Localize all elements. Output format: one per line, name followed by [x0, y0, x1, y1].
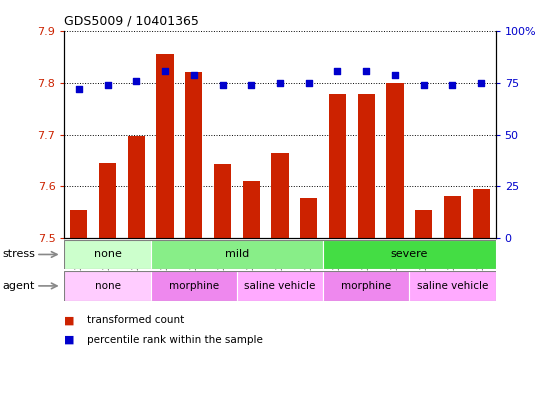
Bar: [237, 271, 323, 301]
Bar: [64, 240, 151, 269]
Text: morphine: morphine: [169, 281, 219, 291]
Bar: [444, 196, 461, 238]
Bar: [151, 271, 237, 301]
Point: [189, 72, 198, 78]
Text: saline vehicle: saline vehicle: [244, 281, 316, 291]
Bar: [329, 94, 346, 238]
Point: [103, 82, 112, 88]
Text: none: none: [94, 250, 122, 259]
Bar: [386, 83, 404, 238]
Bar: [272, 152, 288, 238]
Point: [276, 80, 284, 86]
Bar: [128, 136, 145, 238]
Bar: [358, 94, 375, 238]
Bar: [323, 240, 496, 269]
Bar: [64, 271, 151, 301]
Point: [333, 68, 342, 74]
Text: agent: agent: [3, 281, 35, 291]
Point: [161, 68, 170, 74]
Point: [132, 78, 141, 84]
Text: saline vehicle: saline vehicle: [417, 281, 488, 291]
Point: [218, 82, 227, 88]
Bar: [185, 72, 202, 238]
Bar: [214, 164, 231, 238]
Point: [304, 80, 313, 86]
Text: GDS5009 / 10401365: GDS5009 / 10401365: [64, 15, 199, 28]
Bar: [242, 181, 260, 238]
Text: ■: ■: [64, 335, 75, 345]
Bar: [415, 210, 432, 238]
Point: [448, 82, 457, 88]
Bar: [99, 163, 116, 238]
Text: severe: severe: [391, 250, 428, 259]
Text: mild: mild: [225, 250, 249, 259]
Bar: [156, 53, 174, 238]
Point: [419, 82, 428, 88]
Bar: [151, 240, 323, 269]
Bar: [300, 198, 318, 238]
Text: stress: stress: [3, 250, 36, 259]
Text: percentile rank within the sample: percentile rank within the sample: [87, 335, 263, 345]
Point: [74, 86, 83, 92]
Point: [477, 80, 486, 86]
Bar: [473, 189, 490, 238]
Text: none: none: [95, 281, 120, 291]
Text: transformed count: transformed count: [87, 315, 184, 325]
Bar: [409, 271, 496, 301]
Point: [362, 68, 371, 74]
Point: [247, 82, 256, 88]
Point: [390, 72, 399, 78]
Bar: [323, 271, 409, 301]
Bar: [70, 210, 87, 238]
Text: ■: ■: [64, 315, 75, 325]
Text: morphine: morphine: [341, 281, 391, 291]
